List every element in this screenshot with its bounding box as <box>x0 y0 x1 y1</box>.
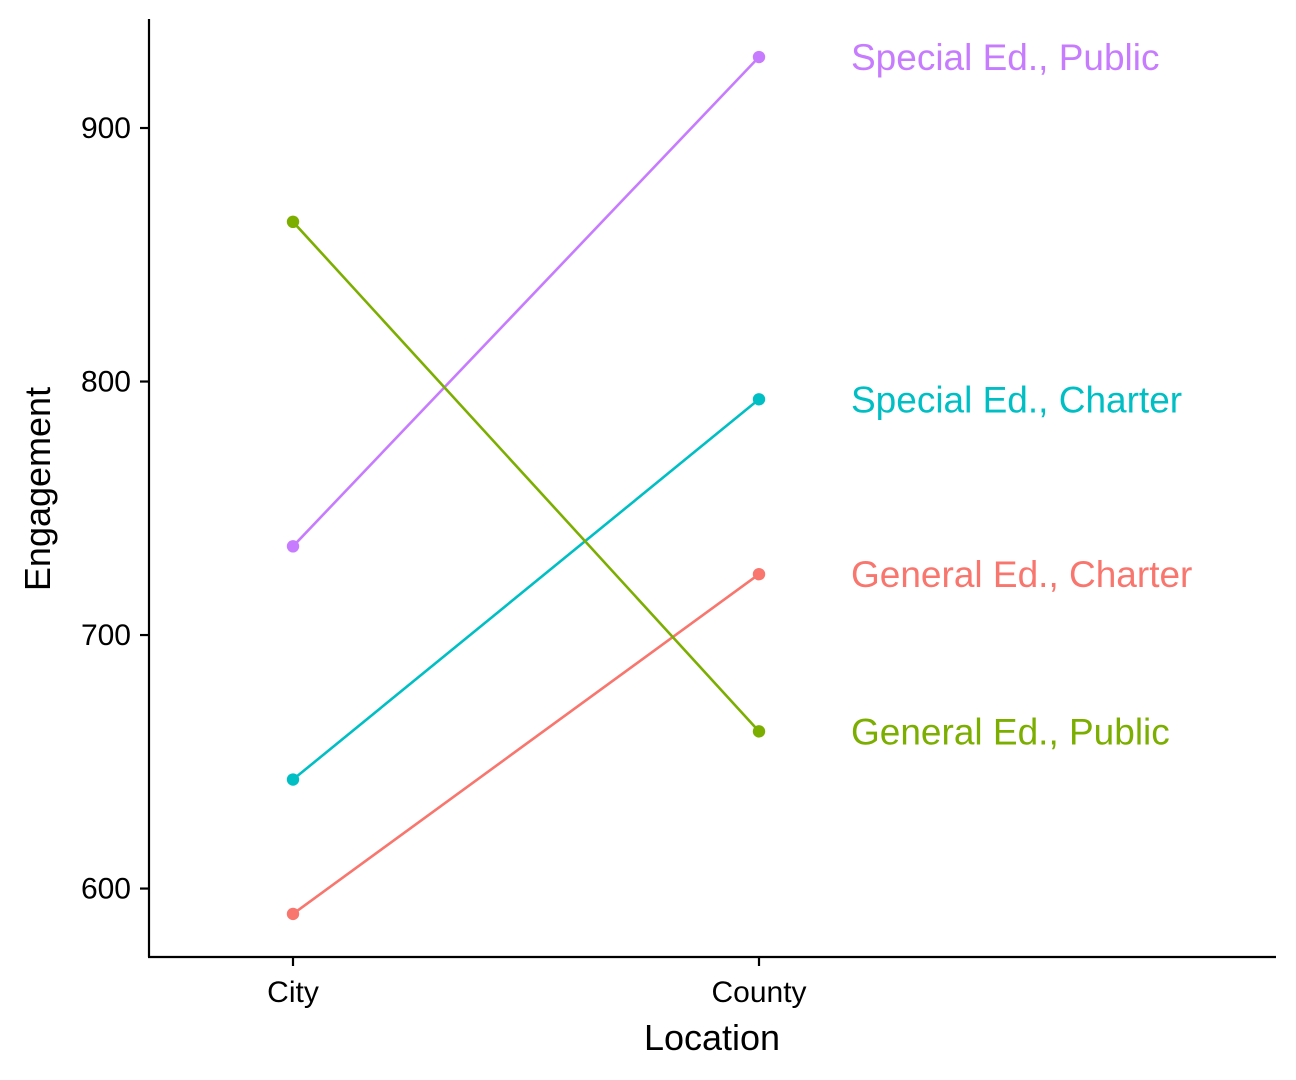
data-point-special-ed-charter-county <box>752 393 766 406</box>
series-special-ed-public <box>286 50 766 553</box>
series-layer <box>286 50 766 921</box>
y-tick-label-800: 800 <box>81 366 131 399</box>
data-point-special-ed-charter-city <box>286 773 300 786</box>
data-point-general-ed-public-city <box>286 215 300 229</box>
series-label-general-ed-public: General Ed., Public <box>851 711 1170 752</box>
y-axis-title: Engagement <box>17 387 58 591</box>
y-tick-label-900: 900 <box>81 112 131 145</box>
series-line-special-ed-charter <box>292 398 760 781</box>
data-point-general-ed-public-county <box>752 725 766 738</box>
plot-area: 600 700 800 900 City County Special Ed., Pub… <box>81 19 1276 1009</box>
y-axis-ticks: 600 700 800 900 <box>81 112 149 906</box>
data-point-special-ed-public-county <box>752 50 766 64</box>
series-label-special-ed-charter: Special Ed., Charter <box>851 379 1182 420</box>
x-axis-ticks: City County <box>267 957 807 1009</box>
y-tick-label-700: 700 <box>81 619 131 652</box>
series-line-general-ed-charter <box>292 573 760 915</box>
y-tick-label-600: 600 <box>81 873 131 906</box>
x-axis-title: Location <box>644 1017 780 1058</box>
series-label-special-ed-public: Special Ed., Public <box>851 37 1160 78</box>
series-general-ed-public <box>286 215 766 738</box>
series-label-general-ed-charter: General Ed., Charter <box>851 554 1192 595</box>
series-line-special-ed-public <box>292 56 760 548</box>
series-general-ed-charter <box>286 567 766 921</box>
series-line-general-ed-public <box>292 220 760 733</box>
x-tick-label-county: County <box>711 976 806 1009</box>
data-point-special-ed-public-city <box>286 540 300 553</box>
data-point-general-ed-charter-county <box>752 567 766 581</box>
data-point-general-ed-charter-city <box>286 907 300 921</box>
series-labels: Special Ed., Public Special Ed., Charter G… <box>851 37 1192 752</box>
x-tick-label-city: City <box>267 976 319 1009</box>
series-special-ed-charter <box>286 393 766 786</box>
